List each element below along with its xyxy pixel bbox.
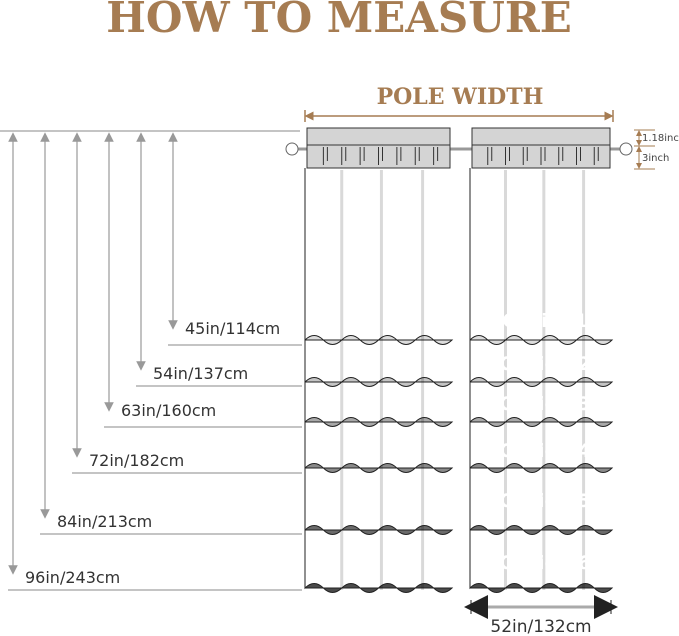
header-dimensions: 1.18inch 3inch (634, 129, 679, 170)
option-label-3: Option 3 (499, 393, 591, 415)
color-band-5 (469, 168, 614, 535)
pocket-height-label: 3inch (642, 153, 669, 164)
color-band-6 (469, 168, 614, 593)
length-label: 45in/114cm (185, 319, 280, 338)
color-band-2 (469, 168, 614, 387)
length-measure-3: 63in/160cm (104, 132, 302, 428)
length-label: 54in/137cm (153, 364, 248, 383)
color-band-5 (304, 168, 454, 535)
length-label: 96in/243cm (25, 568, 120, 587)
length-measure-2: 54in/137cm (136, 132, 302, 387)
color-band-4 (469, 168, 614, 473)
length-measure-1: 45in/114cm (168, 132, 302, 346)
color-band-2 (304, 168, 454, 387)
length-label: 63in/160cm (121, 401, 216, 420)
length-label: 84in/213cm (57, 512, 152, 531)
panel-width-dimension: 52in/132cm (464, 595, 618, 636)
pole-width-dimension: POLE WIDTH (304, 84, 614, 122)
option-label-4: Option 4 (499, 440, 591, 462)
panel-width-label: 52in/132cm (490, 617, 591, 636)
pole-width-label: POLE WIDTH (377, 84, 544, 110)
length-measure-6: 96in/243cm (8, 132, 302, 591)
color-band-4 (304, 168, 454, 473)
option-label-2: Option 2 (499, 353, 591, 375)
color-band-3 (304, 168, 454, 427)
length-label: 72in/182cm (89, 451, 184, 470)
color-band-1 (304, 168, 454, 345)
color-band-3 (469, 168, 614, 427)
length-measure-4: 72in/182cm (72, 132, 302, 474)
page-title: HOW TO MEASURE (106, 0, 572, 42)
color-band-1 (469, 168, 614, 345)
option-label-6: Option 6 (499, 552, 591, 574)
length-measure-5: 84in/213cm (40, 132, 302, 535)
curtain-panel-1 (304, 127, 454, 593)
ruffle-height-label: 1.18inch (642, 133, 679, 144)
curtain-panel-2 (469, 127, 614, 593)
color-band-6 (304, 168, 454, 593)
option-label-1: Option1 (502, 310, 587, 332)
option-label-5: Option 5 (499, 490, 591, 512)
